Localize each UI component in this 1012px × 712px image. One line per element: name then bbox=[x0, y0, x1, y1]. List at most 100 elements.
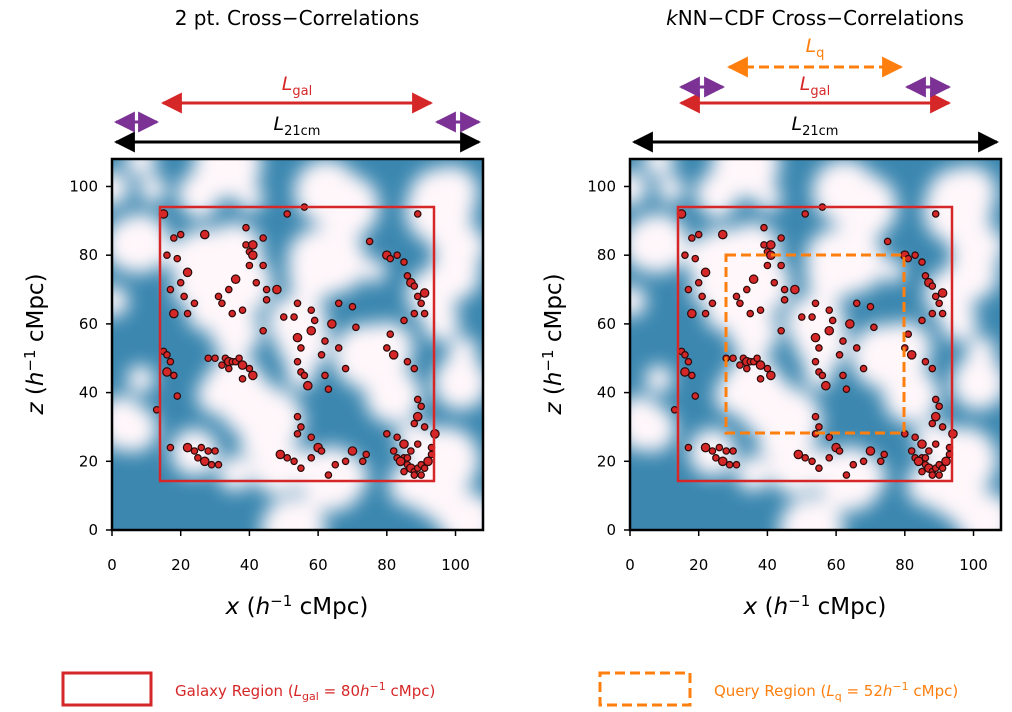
galaxy-point bbox=[324, 385, 333, 393]
galaxy-point bbox=[793, 449, 804, 460]
galaxy-point bbox=[348, 302, 357, 311]
galaxy-point bbox=[358, 457, 367, 466]
galaxy-point bbox=[918, 467, 926, 476]
galaxy-point bbox=[272, 284, 282, 295]
galaxy-point bbox=[736, 361, 744, 369]
galaxy-point bbox=[417, 299, 425, 308]
galaxy-point bbox=[410, 419, 419, 428]
galaxy-point bbox=[852, 299, 861, 308]
galaxy-point bbox=[688, 371, 696, 380]
galaxy-point bbox=[928, 471, 937, 479]
galaxy-point bbox=[393, 433, 401, 442]
galaxy-point bbox=[808, 313, 816, 321]
galaxy-point bbox=[207, 460, 216, 469]
galaxy-point bbox=[307, 433, 316, 442]
right-ytick-label: 60 bbox=[597, 315, 616, 333]
galaxy-point bbox=[230, 274, 241, 285]
galaxy-point bbox=[938, 423, 947, 431]
galaxy-point bbox=[248, 370, 258, 381]
field-void bbox=[883, 334, 907, 357]
galaxy-point bbox=[907, 447, 916, 455]
galaxy-point bbox=[341, 457, 350, 466]
galaxy-point bbox=[701, 309, 710, 318]
field-void bbox=[412, 426, 480, 494]
galaxy-point bbox=[297, 344, 305, 352]
galaxy-point bbox=[755, 360, 766, 370]
galaxy-point bbox=[917, 439, 927, 449]
galaxy-point bbox=[386, 254, 395, 263]
field-void bbox=[630, 395, 663, 443]
galaxy-point bbox=[700, 442, 711, 453]
galaxy-point bbox=[938, 464, 947, 472]
field-void bbox=[735, 455, 771, 491]
galaxy-point bbox=[818, 371, 827, 380]
galaxy-point bbox=[310, 316, 319, 325]
galaxy-point bbox=[169, 308, 179, 319]
right-ytick-label: 100 bbox=[587, 177, 616, 195]
galaxy-point bbox=[913, 456, 924, 467]
galaxy-point bbox=[389, 447, 398, 455]
galaxy-point bbox=[352, 323, 360, 332]
field-void bbox=[643, 159, 675, 176]
galaxy-point bbox=[365, 237, 374, 246]
galaxy-point bbox=[880, 450, 889, 459]
field-void bbox=[711, 159, 780, 199]
galaxy-point bbox=[763, 261, 772, 270]
galaxy-point bbox=[801, 454, 809, 462]
galaxy-point bbox=[842, 471, 851, 479]
galaxy-point bbox=[413, 292, 422, 301]
left-xtick-label: 40 bbox=[240, 556, 259, 574]
galaxy-point bbox=[852, 344, 861, 352]
left-xlabel: x (h−1 cMpc) bbox=[225, 592, 369, 620]
galaxy-point bbox=[297, 464, 305, 472]
galaxy-point bbox=[403, 271, 412, 280]
field-void bbox=[112, 285, 129, 318]
galaxy-point bbox=[383, 430, 391, 438]
galaxy-point bbox=[317, 447, 326, 455]
galaxy-point bbox=[403, 357, 412, 366]
right-l21cm-label: L21cm bbox=[792, 113, 839, 139]
galaxy-point bbox=[825, 306, 834, 314]
galaxy-point bbox=[412, 411, 423, 422]
galaxy-point bbox=[166, 357, 175, 366]
galaxy-point bbox=[808, 457, 816, 466]
galaxy-point bbox=[306, 325, 317, 336]
galaxy-point bbox=[211, 447, 219, 455]
galaxy-point bbox=[321, 371, 329, 380]
galaxy-point bbox=[694, 230, 703, 239]
left-xtick-label: 20 bbox=[171, 556, 190, 574]
right-lgal-label: Lgal bbox=[800, 73, 830, 99]
galaxy-point bbox=[681, 251, 689, 259]
galaxy-point bbox=[748, 274, 759, 285]
galaxy-point bbox=[790, 284, 800, 295]
galaxy-point bbox=[176, 230, 185, 239]
galaxy-point bbox=[290, 457, 298, 466]
galaxy-point bbox=[928, 282, 937, 290]
field-void bbox=[728, 307, 779, 358]
legend-query-label: Query Region (Lq = 52h−1 cMpc) bbox=[714, 680, 958, 703]
right-panel: kNN−CDF Cross−Correlations 0 20 40 60 80 1000… bbox=[539, 6, 1003, 620]
galaxy-point bbox=[684, 443, 693, 452]
galaxy-point bbox=[777, 234, 785, 242]
galaxy-point bbox=[921, 271, 930, 280]
field-void bbox=[966, 336, 996, 366]
galaxy-point bbox=[407, 447, 415, 455]
field-void bbox=[193, 159, 262, 199]
galaxy-point bbox=[317, 351, 326, 359]
galaxy-point bbox=[694, 278, 703, 287]
right-ytick-label: 0 bbox=[606, 521, 616, 539]
galaxy-point bbox=[777, 326, 785, 335]
galaxy-point bbox=[190, 299, 199, 308]
galaxy-point bbox=[417, 471, 425, 479]
galaxy-point bbox=[925, 447, 933, 455]
left-galaxy-region bbox=[158, 205, 436, 483]
field-void bbox=[657, 175, 685, 203]
galaxy-point bbox=[825, 454, 834, 462]
galaxy-point bbox=[928, 364, 937, 373]
galaxy-point bbox=[766, 370, 776, 381]
galaxy-point bbox=[279, 313, 288, 321]
galaxy-point bbox=[321, 337, 329, 345]
field-void bbox=[630, 213, 689, 274]
left-ytick-label: 60 bbox=[79, 315, 98, 333]
field-void bbox=[303, 229, 367, 294]
